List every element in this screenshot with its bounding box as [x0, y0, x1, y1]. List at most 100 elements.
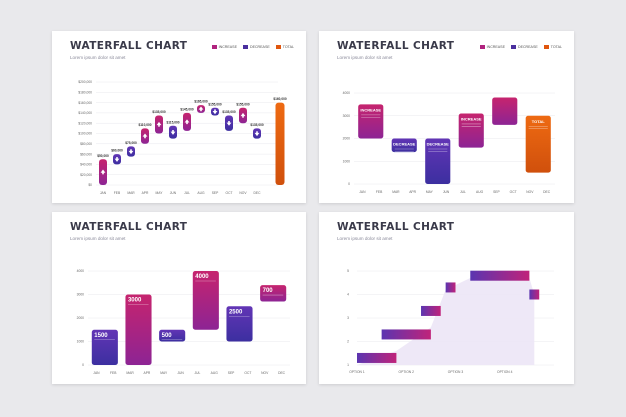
- data-label: $145,000: [180, 107, 194, 111]
- arrow-up-icon: [142, 133, 148, 137]
- x-tick-label: SEP: [228, 371, 235, 375]
- area-fill: [357, 278, 535, 365]
- chart-4-svg: 1 2 3 4 5 OPTION 1 OPTION 2 OPTION 3 OPTION 4: [347, 269, 554, 374]
- arrow-stem-icon: [144, 136, 146, 139]
- x-tick-label: OCT: [510, 190, 517, 194]
- x-tick-label: APR: [142, 191, 149, 195]
- chart-panel-1: WATERFALL CHART Lorem ipsum dolor sit am…: [52, 31, 306, 203]
- x-tick-label: NOV: [526, 190, 534, 194]
- y-tick-label: $140,000: [78, 111, 92, 115]
- legend-swatch: [211, 45, 217, 49]
- legend-item-increase: INCREASE: [211, 45, 237, 49]
- increase-bar: [492, 97, 518, 125]
- x-tick-label: AUG: [197, 191, 205, 195]
- y-tick-label: 1: [347, 363, 349, 367]
- legend-swatch: [242, 45, 248, 49]
- bar-value-label: 3000: [128, 298, 142, 304]
- arrow-up-icon: [100, 169, 106, 173]
- decrease-bar: [91, 329, 118, 365]
- legend-item-decrease: DECREASE: [510, 45, 538, 49]
- legend-swatch: [275, 45, 281, 49]
- arrow-up-icon: [184, 119, 190, 123]
- y-tick-label: $160,000: [78, 101, 92, 105]
- x-tick-label: OCT: [244, 371, 251, 375]
- arrow-stem-icon: [102, 172, 104, 175]
- arrow-down-icon: [254, 132, 260, 137]
- legend-label: TOTAL: [550, 45, 562, 49]
- data-label: $155,000: [236, 102, 250, 106]
- waterfall-bar: [357, 352, 397, 363]
- arrow-down-icon: [212, 111, 218, 115]
- bar-value-label: 2500: [229, 309, 243, 315]
- chart-2-svg: 0 1000 2000 3000 4000 JAN FEB MAR APR MAY JUN JUL AU…: [343, 91, 555, 194]
- x-tick-label: MAR: [392, 190, 400, 194]
- y-tick-label: $180,000: [78, 91, 92, 95]
- data-label: $135,000: [152, 110, 166, 114]
- x-tick-label: OPTION 1: [349, 370, 365, 374]
- panel-title: WATERFALL CHART: [70, 40, 188, 52]
- x-tick-label: DEC: [543, 190, 551, 194]
- waterfall-bar: [529, 289, 540, 300]
- increase-bar: [192, 271, 219, 330]
- bar-value-label: 500: [162, 333, 173, 339]
- arrow-stem-icon: [130, 149, 132, 152]
- panel-subtitle: Lorem ipsum dolor sit amet: [70, 55, 126, 60]
- waterfall-bar: [445, 282, 456, 293]
- data-label: $60,000: [111, 149, 123, 153]
- legend-item-increase: INCREASE: [479, 45, 505, 49]
- x-tick-label: JAN: [93, 371, 100, 375]
- x-tick-label: FEB: [114, 191, 121, 195]
- decrease-bar: [159, 329, 186, 342]
- x-tick-label: JUN: [177, 371, 184, 375]
- bar-label: INCREASE: [360, 107, 381, 112]
- data-label: $75,000: [125, 141, 137, 145]
- waterfall-bar: [421, 305, 441, 316]
- arrow-down-icon: [170, 131, 176, 135]
- bar-value-label: 700: [263, 288, 274, 294]
- legend-label: INCREASE: [486, 45, 505, 49]
- y-tick-label: 2000: [77, 316, 85, 320]
- arrow-stem-icon: [116, 157, 118, 160]
- panel-subtitle: Lorem ipsum dolor sit amet: [337, 55, 393, 60]
- y-tick-label: 3000: [77, 293, 85, 297]
- x-tick-label: JUL: [460, 190, 466, 194]
- y-tick-label: 4: [347, 293, 349, 297]
- x-tick-label: OPTION 3: [448, 370, 464, 374]
- arrow-stem-icon: [172, 130, 174, 133]
- chart-panel-2: WATERFALL CHART Lorem ipsum dolor sit am…: [319, 31, 574, 203]
- arrow-down-icon: [114, 158, 120, 162]
- x-tick-label: MAY: [156, 191, 164, 195]
- panel-title: WATERFALL CHART: [70, 221, 188, 233]
- legend-label: DECREASE: [249, 45, 270, 49]
- arrow-stem-icon: [186, 121, 188, 125]
- arrow-stem-icon: [158, 124, 160, 127]
- arrow-stem-icon: [256, 131, 258, 134]
- chart-legend: INCREASE DECREASE TOTAL: [479, 45, 562, 49]
- bar-value-label: 1500: [94, 333, 108, 339]
- x-tick-label: JUN: [443, 190, 450, 194]
- x-tick-label: MAY: [426, 190, 434, 194]
- y-tick-label: 3000: [343, 114, 351, 118]
- bar-value-label: 4000: [195, 274, 209, 280]
- y-tick-label: 5: [347, 269, 349, 273]
- x-tick-label: FEB: [110, 371, 117, 375]
- x-tick-label: SEP: [493, 190, 500, 194]
- data-label: $115,000: [166, 120, 179, 124]
- data-label: $135,000: [250, 123, 264, 127]
- legend-item-decrease: DECREASE: [242, 45, 270, 49]
- data-label: $160,000: [273, 97, 287, 101]
- y-tick-label: 1000: [343, 159, 351, 163]
- panel-title: WATERFALL CHART: [337, 40, 455, 52]
- panel-title: WATERFALL CHART: [337, 221, 455, 233]
- data-label: $165,000: [194, 100, 208, 104]
- legend-label: INCREASE: [218, 45, 237, 49]
- x-tick-label: JAN: [100, 191, 107, 195]
- data-label: $155,000: [208, 102, 222, 106]
- arrow-stem-icon: [228, 121, 230, 124]
- x-tick-label: DEC: [254, 191, 262, 195]
- y-tick-label: 2000: [343, 137, 351, 141]
- bar-label: INCREASE: [461, 116, 482, 121]
- chart-legend: INCREASE DECREASE TOTAL: [211, 45, 294, 49]
- x-tick-label: AUG: [211, 371, 219, 375]
- chart-panel-3: WATERFALL CHART Lorem ipsum dolor sit am…: [52, 212, 306, 384]
